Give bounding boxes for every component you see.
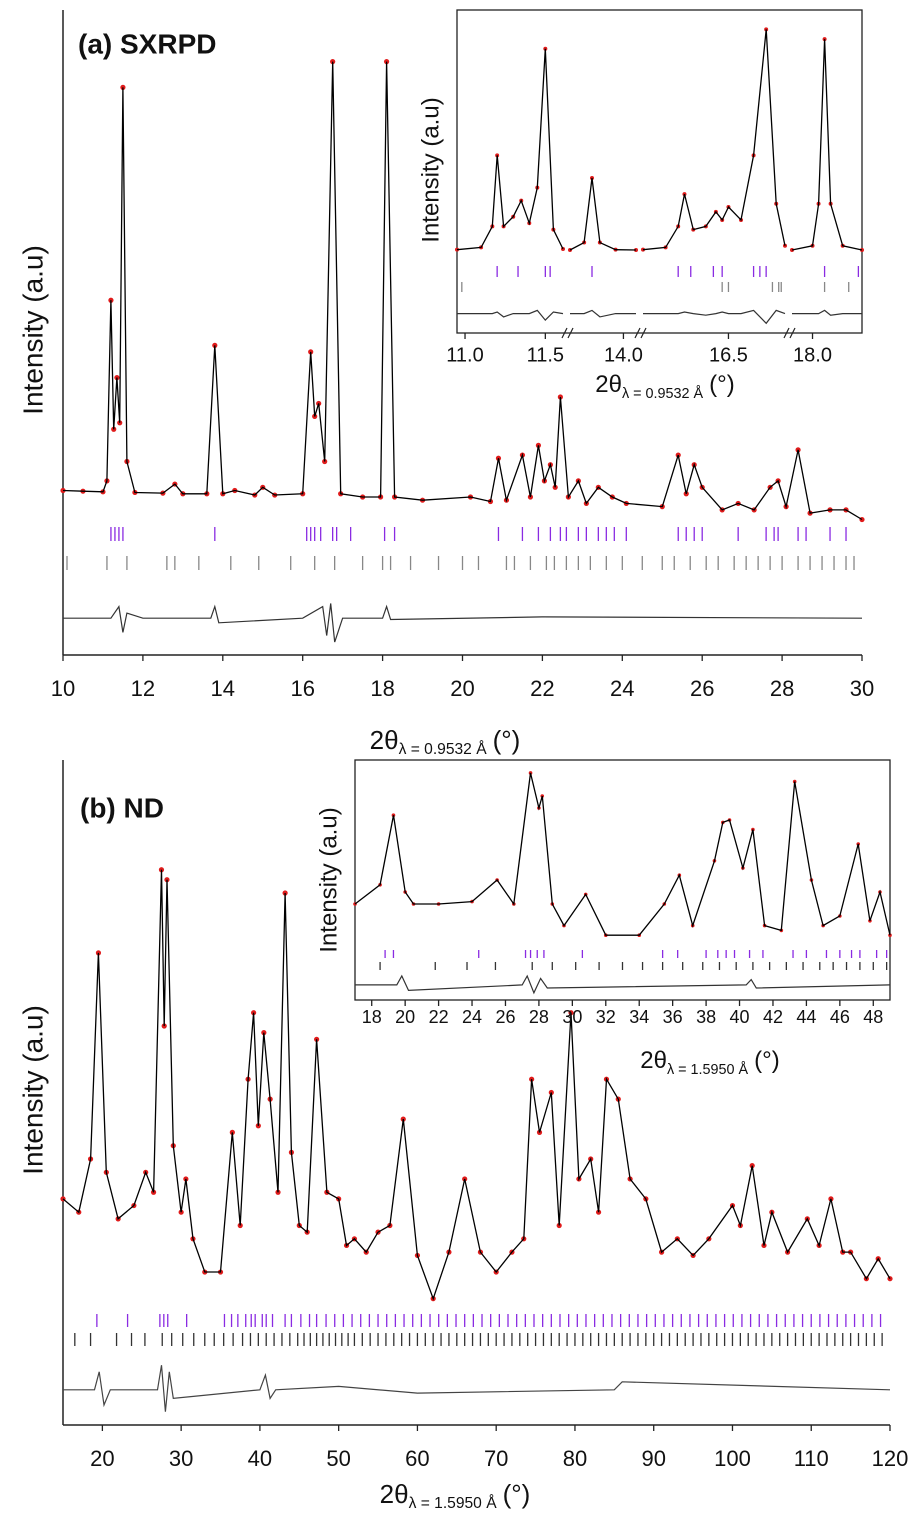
axis-break [634, 327, 641, 339]
x-tick-label: 34 [629, 1007, 649, 1027]
difference-curve [570, 309, 636, 318]
x-tick-label: 24 [462, 1007, 482, 1027]
y-axis-label: Intensity (a.u) [417, 97, 444, 242]
x-tick-label: 26 [690, 676, 714, 701]
observed-point [308, 349, 314, 355]
calculated-curve [642, 29, 786, 251]
x-tick-label: 28 [529, 1007, 549, 1027]
x-label-symbol: 2θ [380, 1479, 409, 1509]
x-tick-label: 60 [405, 1446, 429, 1471]
x-tick-label: 11.0 [446, 344, 483, 366]
x-tick-label: 18 [362, 1007, 382, 1027]
panel: 18 20 22 24 26 28 30 32 34 36 38 40 42 44 46 48 2θλ = 1.… [315, 759, 892, 1078]
x-tick-label: 70 [484, 1446, 508, 1471]
x-tick-label: 44 [796, 1007, 816, 1027]
x-tick-label: 42 [763, 1007, 783, 1027]
x-label-symbol: 2θ [595, 371, 622, 398]
y-axis-label: Intensity (a.u) [17, 245, 48, 415]
x-tick-label: 110 [794, 1446, 829, 1471]
x-tick-label: 100 [714, 1446, 751, 1471]
calculated-curve [791, 39, 863, 251]
difference-curve [457, 309, 564, 321]
difference-curve [63, 603, 863, 643]
x-tick-label: 11.5 [527, 344, 564, 366]
x-label-subscript: λ = 1.5950 Å [667, 1061, 749, 1078]
x-tick-label: 48 [863, 1007, 883, 1027]
observed-point [822, 37, 827, 42]
x-label-unit: (°) [503, 1479, 531, 1509]
x-axis-label: 2θλ = 1.5950 Å (°) [380, 1479, 531, 1512]
x-tick-label: 40 [248, 1446, 272, 1471]
calculated-curve [456, 48, 564, 251]
x-label-subscript: λ = 0.9532 Å [399, 739, 488, 758]
x-tick-label: 38 [696, 1007, 716, 1027]
difference-curve [355, 974, 891, 995]
x-tick-label: 20 [90, 1446, 114, 1471]
x-axis-label: 2θλ = 0.9532 Å (°) [370, 725, 521, 758]
x-tick-label: 90 [641, 1446, 665, 1471]
axis-break [789, 327, 796, 339]
x-tick-label: 18.0 [793, 344, 832, 366]
x-tick-label: 18 [370, 676, 394, 701]
y-axis-label: Intensity (a.u) [17, 1005, 48, 1175]
observed-point [543, 46, 548, 51]
calculated-curve [62, 61, 863, 521]
x-tick-label: 20 [450, 676, 474, 701]
x-label-unit: (°) [493, 725, 521, 755]
inset-frame [354, 759, 891, 1001]
difference-curve [643, 309, 786, 325]
x-tick-label: 36 [663, 1007, 683, 1027]
x-axis-label: 2θλ = 0.9532 Å (°) [595, 371, 735, 401]
x-tick-label: 30 [850, 676, 874, 701]
x-tick-label: 40 [730, 1007, 750, 1027]
y-axis-label: Intensity (a.u) [315, 807, 342, 952]
x-label-subscript: λ = 1.5950 Å [409, 1493, 498, 1512]
difference-curve [63, 1365, 891, 1412]
calculated-curve [569, 177, 637, 251]
observed-point [95, 950, 102, 956]
panel: 11.0 11.5 14.0 16.5 18.0 2θλ = 0.9532 Å (°) Int… [417, 9, 864, 402]
x-tick-label: 30 [562, 1007, 582, 1027]
difference-curve [792, 309, 862, 316]
x-tick-label: 14.0 [604, 344, 643, 366]
axis-break [561, 327, 568, 339]
x-tick-label: 14 [211, 676, 235, 701]
x-label-unit: (°) [754, 1047, 780, 1074]
axis-break [783, 327, 790, 339]
x-tick-label: 80 [563, 1446, 587, 1471]
x-tick-label: 22 [530, 676, 554, 701]
x-label-unit: (°) [709, 371, 735, 398]
x-tick-label: 30 [169, 1446, 193, 1471]
x-tick-label: 12 [131, 676, 155, 701]
x-axis-label: 2θλ = 1.5950 Å (°) [640, 1047, 780, 1077]
calculated-curve [354, 772, 891, 936]
x-tick-label: 16 [290, 676, 314, 701]
inset-frame [456, 9, 863, 334]
axis-break [640, 327, 647, 339]
x-tick-label: 16.5 [709, 344, 748, 366]
x-tick-label: 20 [395, 1007, 415, 1027]
x-tick-label: 26 [495, 1007, 515, 1027]
x-tick-label: 24 [610, 676, 634, 701]
panel-title: (b) ND [80, 792, 164, 823]
x-tick-label: 50 [326, 1446, 350, 1471]
x-tick-label: 120 [872, 1446, 909, 1471]
axis-break [567, 327, 574, 339]
x-label-symbol: 2θ [640, 1047, 667, 1074]
x-tick-label: 32 [596, 1007, 616, 1027]
x-tick-label: 28 [770, 676, 794, 701]
calculated-curve [62, 869, 891, 1301]
x-label-subscript: λ = 0.9532 Å [622, 385, 704, 402]
x-tick-label: 46 [830, 1007, 850, 1027]
x-tick-label: 10 [51, 676, 75, 701]
panel-title: (a) SXRPD [78, 28, 216, 59]
x-label-symbol: 2θ [370, 725, 399, 755]
x-tick-label: 22 [429, 1007, 449, 1027]
